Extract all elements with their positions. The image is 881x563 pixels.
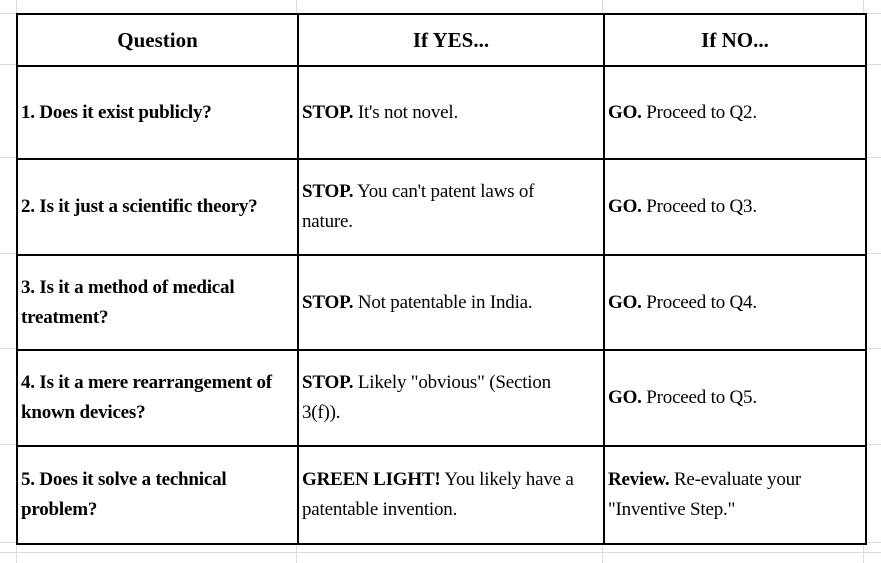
table-row: 5. Does it solve a technical problem? GR…	[16, 445, 867, 545]
no-lead-text: Review.	[608, 469, 670, 490]
yes-cell[interactable]: GREEN LIGHT! You likely have a patentabl…	[297, 445, 605, 545]
question-text: 2. Is it just a scientific theory?	[21, 196, 258, 217]
table-row: 4. Is it a mere rearrangement of known d…	[16, 349, 867, 447]
yes-cell[interactable]: STOP. You can't patent laws of nature.	[297, 158, 605, 256]
yes-lead-text: STOP.	[302, 372, 354, 393]
yes-rest-text: You likely have a patentable invention.	[302, 469, 574, 520]
yes-lead-text: STOP.	[302, 291, 354, 313]
patent-decision-table: Question If YES... If NO... 1. Does it e…	[16, 13, 867, 545]
no-cell[interactable]: GO. Proceed to Q4.	[603, 254, 867, 351]
question-text: 4. Is it a mere rearrangement of known d…	[21, 372, 272, 423]
header-if-no[interactable]: If NO...	[603, 13, 867, 67]
no-rest-text: Proceed to Q3.	[641, 196, 757, 217]
question-cell[interactable]: 3. Is it a method of medical treatment?	[16, 254, 299, 351]
question-text: 3. Is it a method of medical treatment?	[21, 276, 235, 328]
yes-rest-text: You can't patent laws of nature.	[302, 181, 535, 232]
gridline-row	[0, 552, 881, 553]
yes-cell[interactable]: STOP. It's not novel.	[297, 65, 605, 160]
question-cell[interactable]: 1. Does it exist publicly?	[16, 65, 299, 160]
no-cell[interactable]: GO. Proceed to Q5.	[603, 349, 867, 447]
question-cell[interactable]: 2. Is it just a scientific theory?	[16, 158, 299, 256]
table-row: 2. Is it just a scientific theory? STOP.…	[16, 158, 867, 256]
yes-lead-text: STOP.	[302, 101, 354, 123]
no-rest-text: Proceed to Q4.	[641, 291, 757, 313]
yes-rest-text: It's not novel.	[353, 101, 459, 123]
table-row: 1. Does it exist publicly? STOP. It's no…	[16, 65, 867, 160]
table-row: 3. Is it a method of medical treatment? …	[16, 254, 867, 351]
question-text: 1. Does it exist publicly?	[21, 101, 212, 123]
no-cell[interactable]: GO. Proceed to Q3.	[603, 158, 867, 256]
question-cell[interactable]: 4. Is it a mere rearrangement of known d…	[16, 349, 299, 447]
yes-lead-text: GREEN LIGHT!	[302, 469, 441, 490]
no-lead-text: GO.	[608, 196, 642, 217]
question-text: 5. Does it solve a technical problem?	[21, 469, 227, 520]
no-rest-text: Proceed to Q5.	[641, 387, 757, 408]
header-question[interactable]: Question	[16, 13, 299, 67]
yes-rest-text: Likely "obvious" (Section 3(f)).	[302, 372, 551, 423]
no-lead-text: GO.	[608, 101, 642, 123]
no-cell[interactable]: Review. Re-evaluate your "Inventive Step…	[603, 445, 867, 545]
no-lead-text: GO.	[608, 291, 642, 313]
yes-cell[interactable]: STOP. Not patentable in India.	[297, 254, 605, 351]
yes-rest-text: Not patentable in India.	[353, 291, 533, 313]
no-lead-text: GO.	[608, 387, 642, 408]
yes-cell[interactable]: STOP. Likely "obvious" (Section 3(f)).	[297, 349, 605, 447]
yes-lead-text: STOP.	[302, 181, 354, 202]
no-rest-text: Re-evaluate your "Inventive Step."	[608, 469, 802, 520]
header-if-yes[interactable]: If YES...	[297, 13, 605, 67]
table-header-row: Question If YES... If NO...	[16, 13, 867, 67]
no-cell[interactable]: GO. Proceed to Q2.	[603, 65, 867, 160]
no-rest-text: Proceed to Q2.	[641, 101, 757, 123]
question-cell[interactable]: 5. Does it solve a technical problem?	[16, 445, 299, 545]
